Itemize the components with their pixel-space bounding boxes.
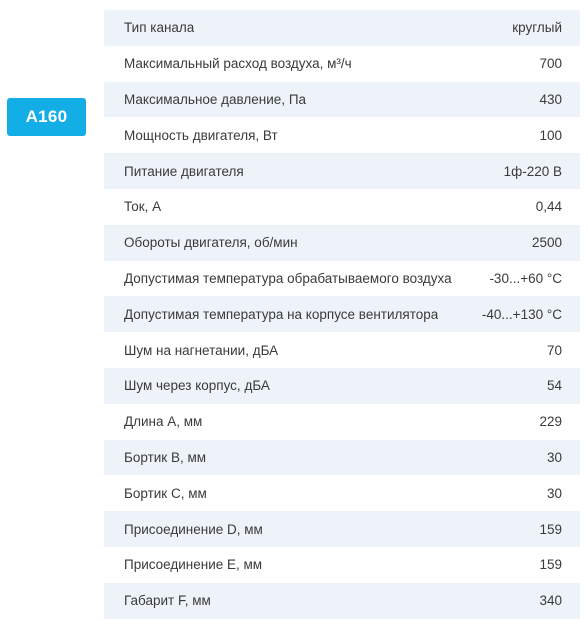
spec-value: 100: [539, 127, 562, 143]
spec-value: 159: [539, 521, 562, 537]
spec-value: 340: [539, 593, 562, 609]
spec-row-housing-noise: Шум через корпус, дБА 54: [104, 367, 580, 404]
spec-row-discharge-noise: Шум на нагнетании, дБА 70: [104, 332, 580, 368]
spec-value: 2500: [531, 235, 562, 251]
spec-label: Шум через корпус, дБА: [124, 378, 270, 394]
spec-label: Обороты двигателя, об/мин: [124, 235, 298, 251]
spec-row-channel-type: Тип канала круглый: [104, 10, 580, 46]
spec-label: Присоединение E, мм: [124, 557, 263, 573]
spec-value: 229: [539, 414, 562, 430]
spec-table: Тип канала круглый Максимальный расход в…: [104, 10, 580, 619]
spec-label: Ток, А: [124, 199, 162, 215]
spec-row-connection-e: Присоединение E, мм 159: [104, 546, 580, 583]
spec-row-housing-temperature: Допустимая температура на корпусе вентил…: [104, 296, 580, 333]
spec-row-length-a: Длина А, мм 229: [104, 403, 580, 440]
spec-label: Максимальный расход воздуха, м³/ч: [124, 56, 352, 72]
spec-value: 430: [539, 91, 562, 107]
spec-label: Питание двигателя: [124, 163, 244, 179]
spec-label: Габарит F, мм: [124, 593, 211, 609]
spec-label: Максимальное давление, Па: [124, 91, 307, 107]
spec-label: Допустимая температура обрабатываемого в…: [124, 270, 452, 286]
spec-row-air-temperature: Допустимая температура обрабатываемого в…: [104, 260, 580, 297]
spec-label: Длина А, мм: [124, 414, 203, 430]
spec-label: Мощность двигателя, Вт: [124, 127, 278, 143]
spec-value: 0,44: [535, 199, 562, 215]
spec-value: 30: [546, 485, 562, 501]
spec-value: -30...+60 °C: [489, 270, 562, 286]
spec-row-motor-supply: Питание двигателя 1ф-220 В: [104, 153, 580, 189]
spec-value: 159: [539, 557, 562, 573]
spec-row-motor-power: Мощность двигателя, Вт 100: [104, 117, 580, 154]
spec-label: Тип канала: [124, 20, 195, 36]
spec-label: Бортик C, мм: [124, 485, 207, 501]
spec-value: 54: [546, 378, 562, 394]
model-badge: A160: [7, 98, 86, 136]
spec-label: Шум на нагнетании, дБА: [124, 342, 279, 358]
spec-row-max-pressure: Максимальное давление, Па 430: [104, 81, 580, 118]
spec-value: 70: [546, 342, 562, 358]
spec-row-max-airflow: Максимальный расход воздуха, м³/ч 700: [104, 45, 580, 82]
spec-value: 30: [546, 449, 562, 465]
spec-row-motor-speed: Обороты двигателя, об/мин 2500: [104, 224, 580, 261]
spec-row-flange-c: Бортик C, мм 30: [104, 475, 580, 512]
spec-value: 700: [539, 56, 562, 72]
spec-value: 1ф-220 В: [503, 163, 562, 179]
spec-label: Присоединение D, мм: [124, 521, 263, 537]
spec-row-connection-d: Присоединение D, мм 159: [104, 511, 580, 547]
spec-value: -40...+130 °C: [481, 306, 562, 322]
spec-label: Бортик B, мм: [124, 449, 207, 465]
spec-label: Допустимая температура на корпусе вентил…: [124, 306, 439, 322]
spec-value: круглый: [512, 20, 562, 36]
spec-row-dimension-f: Габарит F, мм 340: [104, 582, 580, 619]
spec-row-current: Ток, А 0,44: [104, 188, 580, 225]
spec-row-flange-b: Бортик B, мм 30: [104, 439, 580, 476]
